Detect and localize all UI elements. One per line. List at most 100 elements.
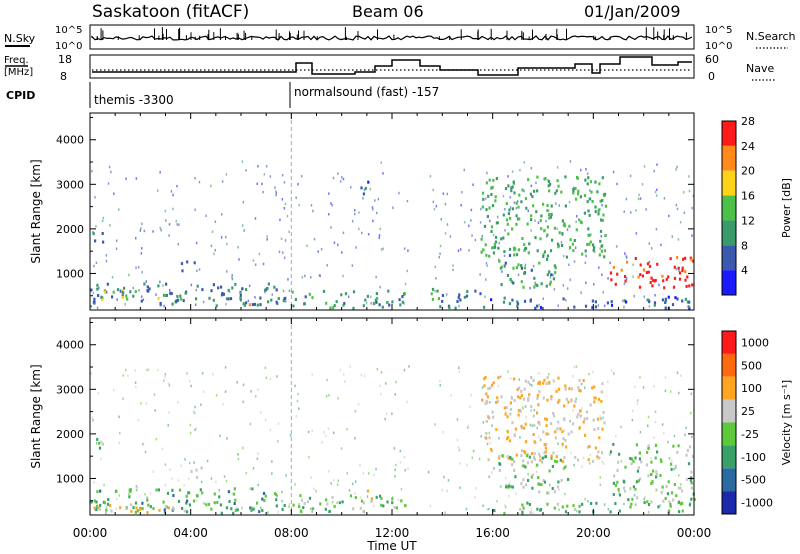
power-region-8-cell <box>532 204 535 208</box>
vel-region-7-cell <box>526 461 530 465</box>
power-speckle-cell <box>556 227 558 231</box>
vel-speckle-cell <box>565 465 567 468</box>
vel-speckle-cell <box>277 440 279 443</box>
power-region-0-cell <box>111 295 114 299</box>
vel-speckle-cell <box>575 397 577 401</box>
vel-region-0-cell <box>264 494 267 498</box>
vel-speckle-cell <box>187 477 190 481</box>
vel-region-6-cell <box>523 450 526 454</box>
vel-region-9-cell <box>572 504 575 508</box>
vel-speckle-cell <box>472 449 475 453</box>
vel-region-6-cell <box>528 393 531 397</box>
power-speckle-cell <box>319 274 321 277</box>
power-region-8-cell <box>601 176 604 180</box>
vel-region-6-cell <box>564 384 567 388</box>
power-speckle-cell <box>145 280 147 283</box>
power-speckle-cell <box>176 184 178 188</box>
vel-speckle-cell <box>195 499 198 502</box>
power-speckle-cell <box>489 219 491 223</box>
power-speckle-cell <box>648 242 651 245</box>
power-region-10-cell <box>685 284 688 288</box>
vel-region-6-cell <box>547 432 550 436</box>
vel-region-8-cell <box>690 481 693 485</box>
power-speckle-cell <box>288 230 290 233</box>
power-speckle-cell <box>504 208 506 211</box>
vel-region-7-cell <box>520 482 523 486</box>
vel-region-1-cell <box>93 506 96 510</box>
vel-speckle-cell <box>346 472 348 475</box>
vel-region-8-cell <box>616 480 619 484</box>
vel-region-6-cell <box>485 420 488 423</box>
power-speckle-cell <box>347 295 350 298</box>
vel-region-6-cell <box>546 376 549 380</box>
vel-region-0-cell <box>99 503 102 507</box>
vel-region-8-cell <box>632 485 635 489</box>
vel-region-8-cell <box>667 480 670 484</box>
power-speckle-cell <box>304 274 306 278</box>
power-speckle-cell <box>658 283 660 287</box>
power-cbar-tick-label: 16 <box>741 190 755 203</box>
vel-region-8-cell <box>688 445 692 449</box>
power-region-0-cell <box>119 289 122 293</box>
vel-speckle-cell <box>530 409 532 412</box>
power-speckle-cell <box>266 235 268 238</box>
power-speckle-cell <box>439 252 441 256</box>
vel-region-6-cell <box>511 421 514 425</box>
power-speckle-cell <box>655 228 658 231</box>
vel-region-8-cell <box>645 463 648 467</box>
power-speckle-cell <box>284 202 287 206</box>
vel-region-8-cell <box>608 452 612 456</box>
power-speckle-cell <box>165 219 167 222</box>
vel-speckle-cell <box>450 394 452 397</box>
power-region-0-cell <box>275 288 278 292</box>
power-region-1-cell <box>104 290 107 294</box>
power-region-8-cell <box>503 250 506 254</box>
vel-speckle-cell <box>397 498 400 502</box>
vel-region-6-cell <box>584 433 587 437</box>
power-speckle-cell <box>116 298 118 301</box>
vel-speckle-cell <box>92 419 94 422</box>
vel-speckle-cell <box>684 433 686 436</box>
vel-region-6-cell <box>532 433 535 436</box>
date-label: 01/Jan/2009 <box>584 2 681 21</box>
power-speckle-cell <box>178 223 180 226</box>
power-speckle-cell <box>282 251 284 254</box>
power-speckle-cell <box>632 263 634 266</box>
vel-region-0-cell <box>134 510 137 514</box>
vel-region-3-cell <box>195 468 198 472</box>
power-speckle-cell <box>407 249 409 252</box>
vel-region-0-cell <box>129 490 132 494</box>
power-speckle-cell <box>552 273 554 277</box>
power-speckle-cell <box>168 234 170 237</box>
vel-speckle-cell <box>531 424 533 427</box>
vel-region-0-cell <box>187 491 190 495</box>
vel-region-8-cell <box>636 469 639 473</box>
vel-speckle-cell <box>500 485 502 488</box>
power-region-11-cell <box>676 297 679 301</box>
power-speckle-cell <box>442 192 445 195</box>
power-region-0-cell <box>217 286 220 290</box>
power-speckle-cell <box>560 241 563 244</box>
power-speckle-cell <box>675 267 678 271</box>
power-region-8-cell <box>586 182 589 186</box>
vel-region-8-cell <box>677 444 680 448</box>
power-region-8-cell <box>497 246 500 250</box>
power-speckle-cell <box>509 196 512 199</box>
power-region-8-cell <box>547 180 551 184</box>
power-speckle-cell <box>601 203 603 207</box>
vel-region-9-cell <box>643 501 646 505</box>
power-speckle-cell <box>125 177 127 180</box>
vel-region-8-cell <box>612 442 615 446</box>
vel-region-6-cell <box>579 389 582 393</box>
vel-region-3-cell <box>190 470 193 473</box>
vel-speckle-cell <box>632 409 634 412</box>
power-speckle-cell <box>580 291 582 294</box>
power-speckle-cell <box>569 160 572 163</box>
power-speckle-cell <box>590 233 592 236</box>
power-speckle-cell <box>584 261 587 265</box>
vel-cbar-tick-label: 100 <box>741 382 762 395</box>
power-region-9-cell <box>492 251 495 255</box>
power-region-11-cell <box>623 299 626 303</box>
power-speckle-cell <box>261 182 263 186</box>
